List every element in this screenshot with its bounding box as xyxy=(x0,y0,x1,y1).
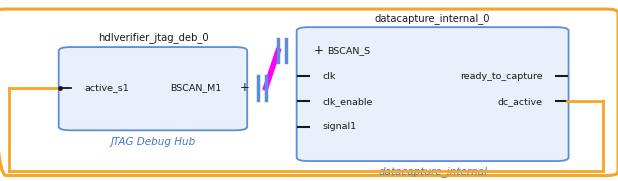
Text: clk: clk xyxy=(323,71,336,81)
Text: +: + xyxy=(240,81,250,94)
Text: clk_enable: clk_enable xyxy=(323,97,373,106)
Text: datacapture_internal_0: datacapture_internal_0 xyxy=(375,13,490,24)
FancyBboxPatch shape xyxy=(297,27,569,161)
Text: active_s1: active_s1 xyxy=(85,83,129,92)
FancyBboxPatch shape xyxy=(59,47,247,130)
Text: signal1: signal1 xyxy=(323,122,357,131)
Text: JTAG Debug Hub: JTAG Debug Hub xyxy=(111,137,195,147)
Text: BSCAN_M1: BSCAN_M1 xyxy=(170,83,221,92)
Text: datacapture_internal: datacapture_internal xyxy=(378,167,487,177)
Text: dc_active: dc_active xyxy=(497,97,543,106)
Text: +: + xyxy=(314,44,324,57)
Text: hdlverifier_jtag_deb_0: hdlverifier_jtag_deb_0 xyxy=(98,32,208,43)
Text: ready_to_capture: ready_to_capture xyxy=(460,71,543,81)
Text: BSCAN_S: BSCAN_S xyxy=(328,46,371,55)
